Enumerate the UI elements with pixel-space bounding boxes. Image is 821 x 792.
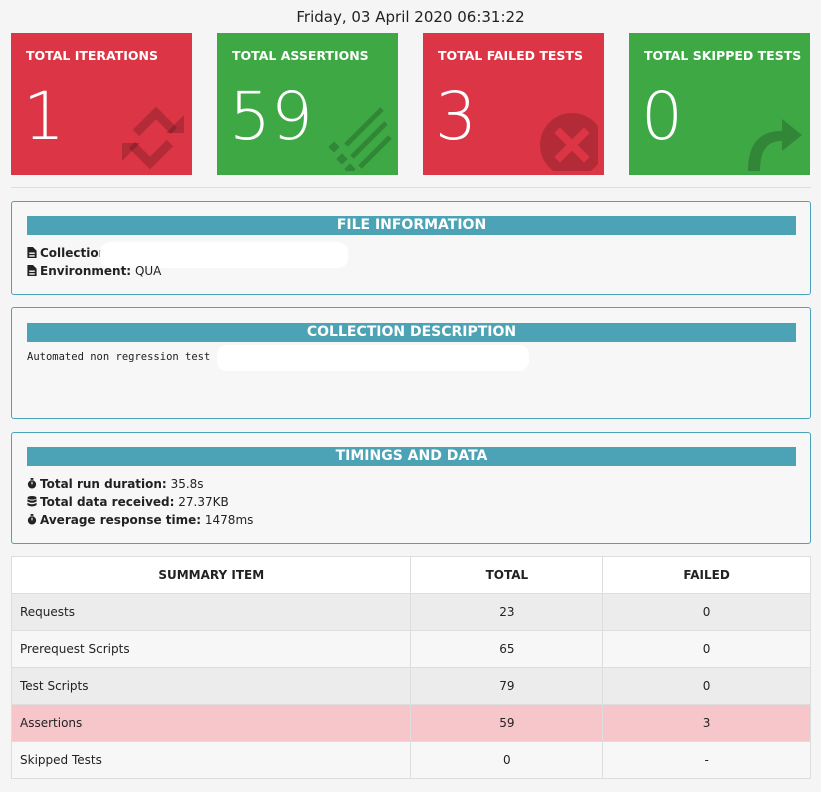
file-information-panel: FILE INFORMATION Collection: Environment…: [11, 201, 811, 295]
total-cell: 23: [410, 593, 604, 631]
table-row: Assertions 59 3: [10, 704, 811, 742]
total-cell: 79: [410, 667, 604, 705]
refresh-icon: [122, 106, 184, 170]
avg-response-label: Average response time:: [40, 513, 202, 527]
file-code-icon: [27, 247, 37, 258]
summary-table: SUMMARY ITEM TOTAL FAILED Requests 23 0 …: [10, 556, 811, 779]
failed-cell: -: [602, 741, 811, 779]
column-header: SUMMARY ITEM: [10, 556, 412, 594]
data-received-label: Total data received:: [40, 495, 175, 509]
database-icon: [27, 496, 37, 507]
failed-cell: 0: [602, 630, 811, 668]
collection-label: Collection:: [40, 246, 112, 260]
summary-item-cell: Assertions: [10, 704, 412, 742]
collection-line: Collection:: [27, 246, 112, 260]
redacted-description: [217, 345, 529, 371]
table-header-row: SUMMARY ITEM TOTAL FAILED: [10, 556, 811, 594]
total-cell: 0: [410, 741, 604, 779]
data-received-value: 27.37KB: [178, 495, 229, 509]
failed-cell: 0: [602, 593, 811, 631]
environment-line: Environment: QUA: [27, 264, 161, 278]
summary-item-cell: Prerequest Scripts: [10, 630, 412, 668]
table-row: Skipped Tests 0 -: [10, 741, 811, 779]
total-cell: 65: [410, 630, 604, 668]
times-circle-icon: [540, 113, 598, 171]
card-label: TOTAL ITERATIONS: [26, 48, 159, 63]
card-label: TOTAL SKIPPED TESTS: [644, 48, 802, 63]
table-row: Prerequest Scripts 65 0: [10, 630, 811, 668]
collection-description-panel: COLLECTION DESCRIPTION Automated non reg…: [11, 307, 811, 419]
share-arrow-icon: [748, 119, 802, 171]
panel-title: COLLECTION DESCRIPTION: [27, 323, 796, 342]
stopwatch-icon: [27, 514, 37, 525]
run-duration-value: 35.8s: [170, 477, 204, 491]
run-duration-line: Total run duration: 35.8s: [27, 477, 204, 491]
description-text: Automated non regression test for: [27, 351, 236, 363]
card-value: 3: [435, 78, 477, 155]
total-cell: 59: [410, 704, 604, 742]
table-row: Test Scripts 79 0: [10, 667, 811, 705]
card-value: 59: [229, 78, 313, 155]
card-total-failed-tests: TOTAL FAILED TESTS 3: [423, 33, 604, 175]
card-label: TOTAL ASSERTIONS: [232, 48, 369, 63]
summary-item-cell: Test Scripts: [10, 667, 412, 705]
avg-response-line: Average response time: 1478ms: [27, 513, 253, 527]
file-code-icon: [27, 265, 37, 276]
data-received-line: Total data received: 27.37KB: [27, 495, 229, 509]
run-duration-label: Total run duration:: [40, 477, 167, 491]
panel-title: TIMINGS AND DATA: [27, 447, 796, 466]
environment-label: Environment:: [40, 264, 132, 278]
list-check-icon: [328, 107, 392, 171]
card-total-skipped-tests: TOTAL SKIPPED TESTS 0: [629, 33, 810, 175]
failed-cell: 0: [602, 667, 811, 705]
redacted-collection-name: [100, 242, 348, 268]
environment-value: QUA: [134, 264, 162, 278]
avg-response-value: 1478ms: [204, 513, 254, 527]
divider: [11, 187, 811, 188]
summary-cards: TOTAL ITERATIONS 1 TOTAL ASSERTIONS 59: [11, 33, 811, 175]
summary-item-cell: Requests: [10, 593, 412, 631]
card-value: 1: [23, 78, 65, 155]
column-header: TOTAL: [410, 556, 604, 594]
failed-cell: 3: [602, 704, 811, 742]
stopwatch-icon: [27, 478, 37, 489]
card-total-iterations: TOTAL ITERATIONS 1: [11, 33, 192, 175]
table-row: Requests 23 0: [10, 593, 811, 631]
card-total-assertions: TOTAL ASSERTIONS 59: [217, 33, 398, 175]
report-date: Friday, 03 April 2020 06:31:22: [296, 8, 525, 26]
column-header: FAILED: [602, 556, 811, 594]
card-label: TOTAL FAILED TESTS: [438, 48, 583, 63]
card-value: 0: [641, 78, 683, 155]
panel-title: FILE INFORMATION: [27, 216, 796, 235]
timings-panel: TIMINGS AND DATA Total run duration: 35.…: [11, 432, 811, 544]
summary-item-cell: Skipped Tests: [10, 741, 412, 779]
